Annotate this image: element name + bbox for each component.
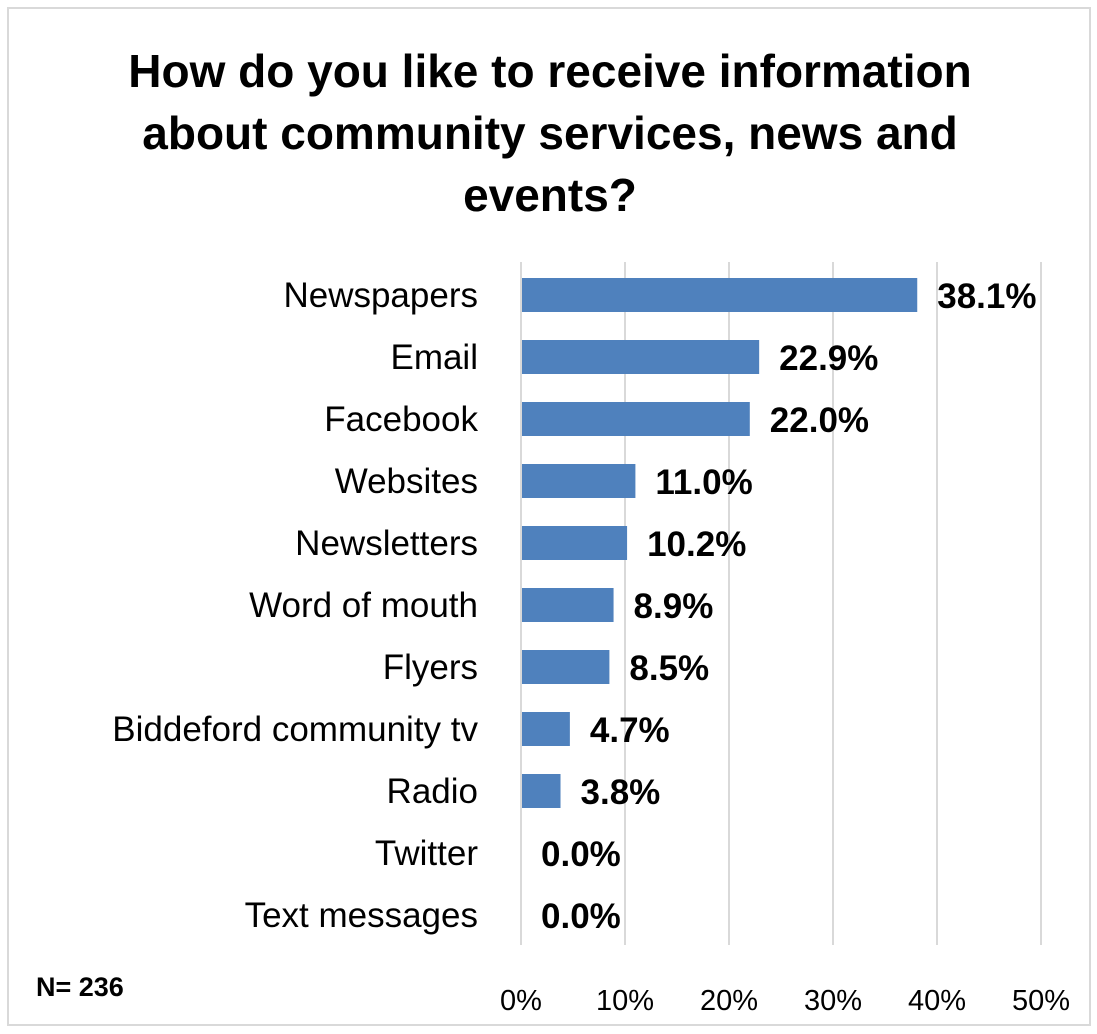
value-label-7: 4.7% [590, 711, 670, 750]
category-label-3: Websites [335, 462, 478, 501]
category-label-10: Text messages [245, 896, 478, 935]
category-label-7: Biddeford community tv [112, 710, 478, 749]
bar-5 [522, 588, 614, 622]
chart-frame [7, 7, 1091, 1026]
x-tick-label-0: 0% [500, 985, 542, 1017]
bar-8 [522, 774, 561, 808]
value-label-2: 22.0% [770, 401, 869, 440]
category-label-0: Newspapers [283, 276, 478, 315]
bar-4 [522, 526, 628, 560]
bar-0 [522, 278, 918, 312]
value-label-3: 11.0% [655, 463, 752, 502]
x-tick-label-2: 20% [700, 985, 758, 1017]
x-tick-label-5: 50% [1012, 985, 1070, 1017]
value-label-8: 3.8% [581, 773, 661, 812]
value-label-6: 8.5% [629, 649, 709, 688]
value-label-1: 22.9% [779, 339, 878, 378]
x-tick-label-4: 40% [908, 985, 966, 1017]
bar-3 [522, 464, 636, 498]
value-label-10: 0.0% [541, 897, 621, 936]
category-label-5: Word of mouth [249, 586, 478, 625]
value-label-0: 38.1% [937, 277, 1036, 316]
chart-title-line-2: about community services, news and [142, 107, 958, 159]
x-tick-label-3: 30% [804, 985, 862, 1017]
bar-1 [522, 340, 760, 374]
chart-title-line-3: events? [463, 169, 637, 221]
value-label-9: 0.0% [541, 835, 621, 874]
sample-size-note: N= 236 [36, 972, 124, 1002]
category-label-8: Radio [387, 772, 478, 811]
category-label-9: Twitter [375, 834, 478, 873]
category-label-4: Newsletters [295, 524, 478, 563]
bar-6 [522, 650, 610, 684]
bar-7 [522, 712, 570, 746]
value-label-4: 10.2% [647, 525, 746, 564]
chart-title-line-1: How do you like to receive information [128, 45, 972, 97]
chart-title: How do you like to receive information a… [60, 40, 1040, 226]
x-tick-label-1: 10% [596, 985, 654, 1017]
category-label-2: Facebook [324, 400, 478, 439]
category-label-6: Flyers [383, 648, 478, 687]
bar-2 [522, 402, 750, 436]
value-label-5: 8.9% [634, 587, 714, 626]
category-label-1: Email [390, 338, 478, 377]
